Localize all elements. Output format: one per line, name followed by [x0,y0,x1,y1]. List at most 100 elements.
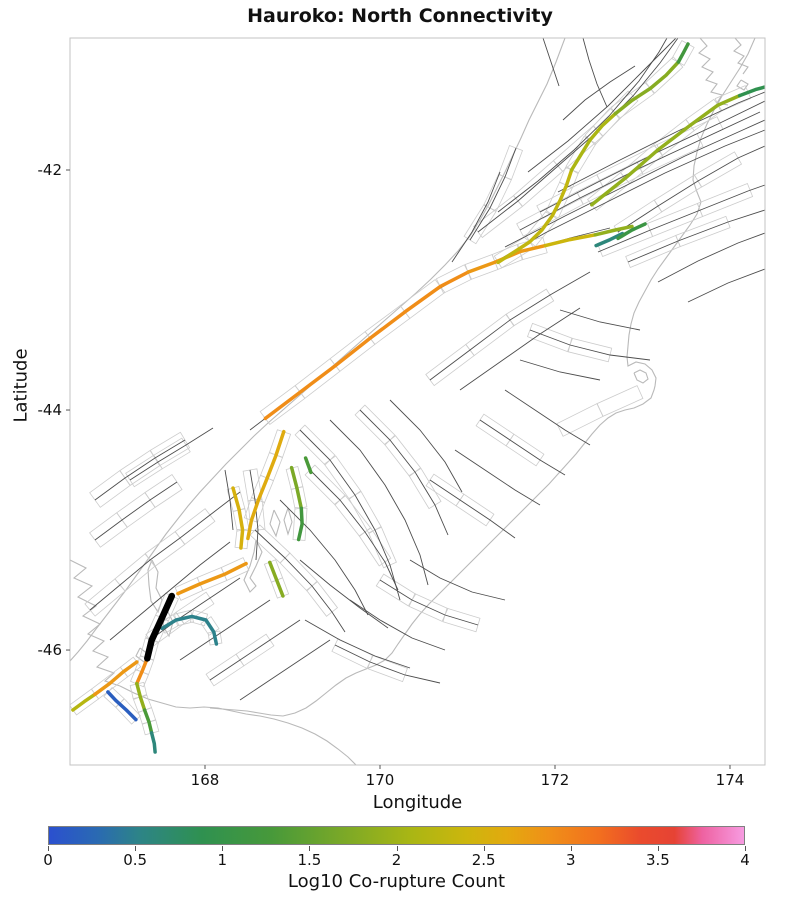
fault-patch [714,85,752,112]
fault-trace [489,129,765,266]
colorbar-tick-label: 1.5 [297,851,322,869]
fault-trace [309,469,399,591]
fault-patch [174,609,194,627]
fault-patch [242,468,263,502]
fault-trace [627,209,765,263]
fault-patch [141,719,160,736]
rupture-path [569,111,618,172]
fault-trace [429,271,591,381]
coastline [70,38,566,662]
fault-patch [279,552,318,592]
rupture-path [160,614,219,646]
fault-trace [249,227,611,431]
fault-patch [305,581,339,617]
fault-trace [429,479,516,539]
fault-patch [465,313,515,357]
fault-trace [249,469,259,561]
fault-patch [235,633,275,667]
fault-trace [504,119,765,248]
fault-patch [189,609,209,627]
coastline [633,369,649,384]
coastline [70,559,121,687]
fault-trace [479,419,566,476]
x-tick-label: 172 [540,771,570,789]
rupture-path [496,168,574,265]
fault-patch [368,526,397,569]
rupture-path [71,692,97,712]
colorbar-tick-mark [222,846,224,851]
fault-trace [254,529,346,633]
fault-patch [455,493,495,527]
coastline [733,38,749,75]
fault-patch [399,279,446,319]
colorbar-tick-label: 4 [740,851,750,869]
fault-patch [567,337,613,363]
fault-patch [294,424,336,466]
coastline [269,509,281,538]
fault-trace [89,491,241,611]
fault-patch [207,630,223,646]
fault-trace [379,579,479,626]
y-tick-label: -42 [37,161,63,179]
rupture-path [289,465,304,511]
fault-trace [209,619,301,681]
fault-trace [299,559,389,629]
fault-trace [109,541,231,641]
fault-patch [671,40,695,66]
fault-trace [149,577,241,641]
fault-trace [582,38,608,108]
rupture-path [543,233,598,248]
fault-patch [137,707,157,725]
x-tick-label: 170 [365,771,395,789]
fault-trace [529,329,651,361]
fault-trace [557,91,765,193]
rupture-path [142,708,154,735]
fault-patch [367,654,408,683]
fault-trace [539,100,765,213]
fault-patch [505,288,555,327]
coastline [147,559,163,614]
fault-patch [435,264,473,294]
colorbar-tick-label: 1 [217,851,228,869]
fault-patch [675,215,731,248]
fault-patch [556,403,604,437]
rupture-path [231,486,245,550]
rupture-path [93,660,139,697]
fault-patch [558,166,580,189]
coastline [119,685,357,765]
fault-patch [114,553,156,592]
fault-trace [459,307,581,391]
colorbar-tick-mark [483,846,485,851]
fault-trace [687,268,765,303]
fault-trace [349,599,446,651]
rupture-path [106,690,138,722]
fault-patch [354,404,396,446]
rupture-path [263,270,471,421]
map-layer [70,38,765,765]
y-axis-label: Latitude [10,348,32,423]
fault-trace [334,644,441,684]
fault-patch [234,528,250,550]
colorbar-tick-mark [48,846,49,851]
fault-patch [505,433,545,467]
colorbar-tick-label: 3 [565,851,576,869]
rupture-path [135,681,147,712]
y-tick-label: -44 [37,401,63,420]
fault-trace [597,184,765,253]
rupture-path [176,561,248,596]
colorbar-tick-label: 2 [391,851,402,869]
fault-patch [200,616,220,636]
plot-border [69,37,766,766]
fault-trace [562,65,636,121]
fault-patch [491,244,524,270]
colorbar-tick-mark [309,846,311,851]
coastline [736,79,749,91]
fault-patch [175,591,215,625]
fault-patch [290,486,308,510]
fault-trace [329,419,429,586]
source-fault-path [144,592,176,662]
colorbar-tick-mark [657,846,659,851]
fault-patch [442,607,481,633]
colorbar-tick-mark [135,846,137,851]
